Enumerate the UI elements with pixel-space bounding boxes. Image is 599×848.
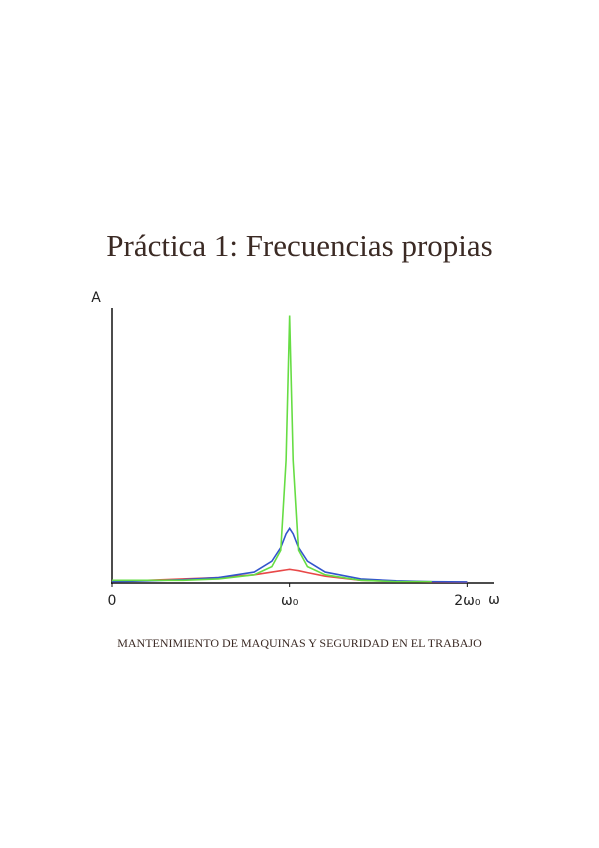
page-title: Práctica 1: Frecuencias propias — [106, 228, 493, 263]
series-line — [112, 315, 432, 583]
x-tick-label: 0 — [108, 593, 117, 609]
x-axis-label: ω — [488, 592, 500, 608]
chart: A ω 0 ω₀ 2ω₀ — [91, 290, 500, 609]
footer: MANTENIMIENTO DE MAQUINAS Y SEGURIDAD EN… — [117, 636, 482, 650]
series-line — [111, 526, 468, 583]
x-tick-label: 2ω₀ — [454, 593, 481, 609]
y-axis-label: A — [91, 290, 101, 306]
x-tick-label: ω₀ — [281, 593, 299, 609]
